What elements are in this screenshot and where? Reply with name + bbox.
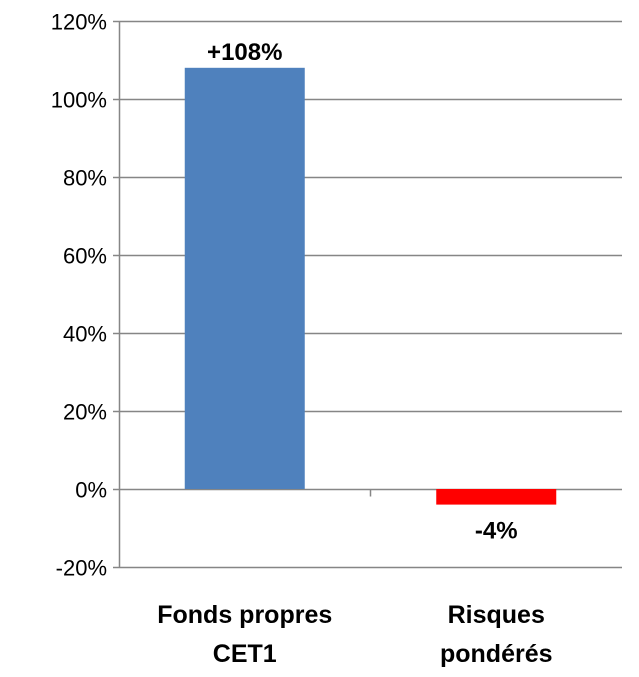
y-tick-label-4: 60% bbox=[63, 244, 107, 269]
category-label-0-1: CET1 bbox=[213, 640, 277, 668]
category-label-1-0: Risques bbox=[448, 601, 545, 629]
data-label-0: +108% bbox=[207, 39, 282, 66]
y-tick-label-5: 80% bbox=[63, 166, 107, 191]
category-label-1-1: pondérés bbox=[440, 640, 553, 668]
y-tick-label-2: 20% bbox=[63, 400, 107, 425]
bar-0 bbox=[184, 67, 305, 490]
bars bbox=[184, 67, 557, 505]
labels: -20% 0% 20% 40% 60% 80% 100% 120% +108% Fonds pro… bbox=[51, 10, 553, 669]
y-tick-label-1: 0% bbox=[75, 478, 107, 503]
data-label-1: -4% bbox=[475, 518, 518, 545]
y-tick-label-7: 120% bbox=[51, 10, 107, 35]
category-label-0-0: Fonds propres bbox=[157, 601, 332, 629]
y-tick-label-3: 40% bbox=[63, 322, 107, 347]
bar-1 bbox=[436, 489, 557, 505]
y-tick-label-0: -20% bbox=[56, 556, 107, 581]
y-tick-label-6: 100% bbox=[51, 88, 107, 113]
